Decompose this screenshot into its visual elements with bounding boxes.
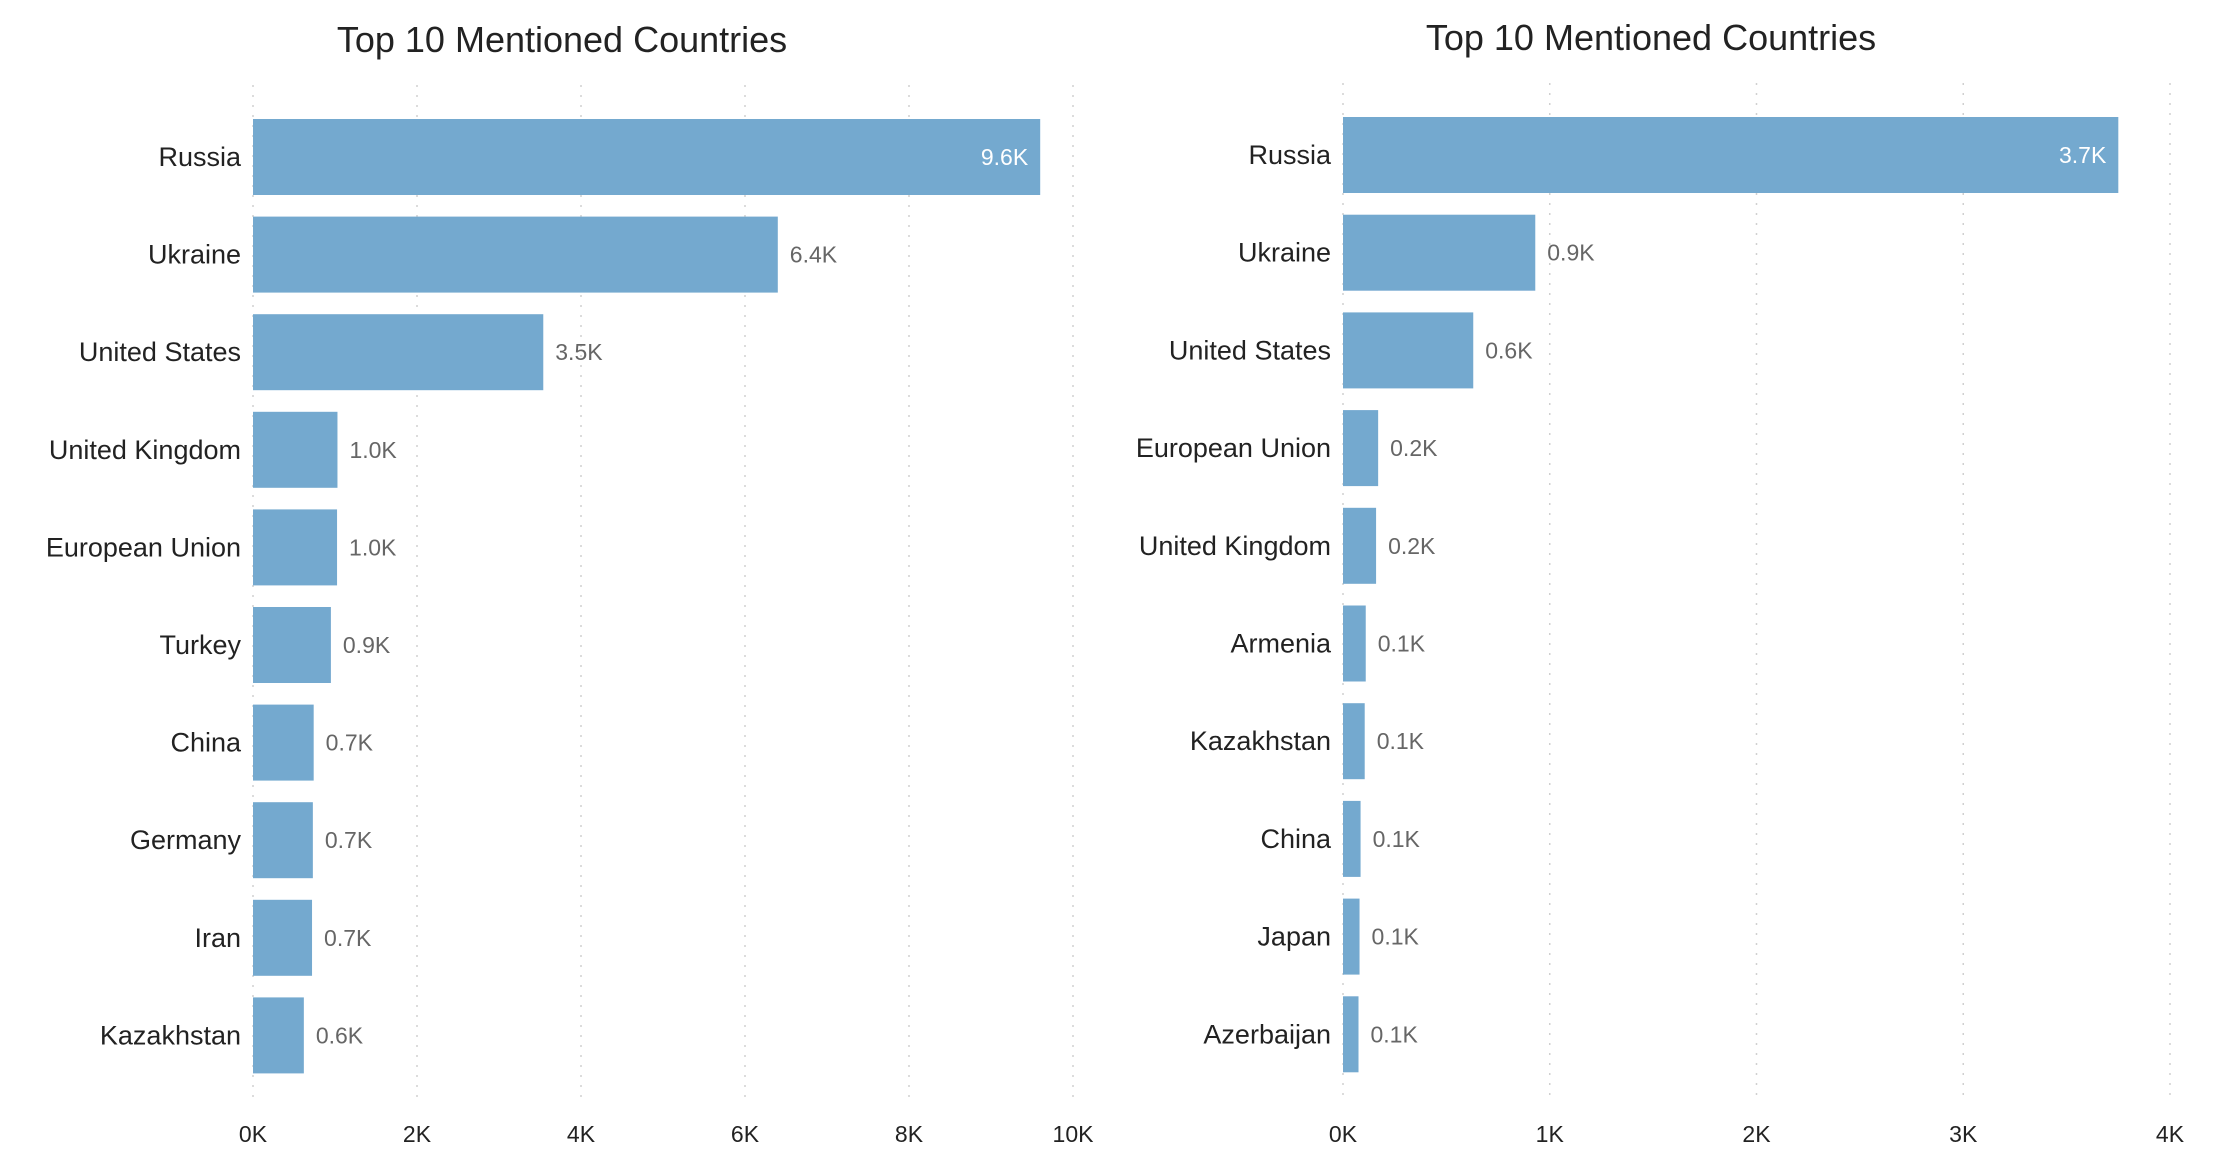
category-label: Russia <box>158 142 242 172</box>
bar <box>253 509 338 586</box>
data-label: 0.1K <box>1371 1021 1419 1047</box>
bar <box>1343 214 1536 291</box>
bar <box>1343 605 1366 682</box>
x-tick-label: 4K <box>2156 1121 2185 1147</box>
x-tick-label: 4K <box>567 1121 596 1147</box>
x-tick-label: 2K <box>1742 1121 1771 1147</box>
data-label: 0.7K <box>326 730 374 756</box>
data-label: 0.1K <box>1372 924 1420 950</box>
category-label: United States <box>79 337 241 367</box>
x-tick-label: 3K <box>1949 1121 1978 1147</box>
category-label: Iran <box>194 923 241 953</box>
data-label: 3.7K <box>2059 142 2107 168</box>
bar <box>253 997 304 1074</box>
chart-title: Top 10 Mentioned Countries <box>337 19 787 60</box>
bar-chart-left: Top 10 Mentioned Countries 0K 2K 4K 6K 8K 10K… <box>46 19 1095 1147</box>
chart-panel-left: Top 10 Mentioned Countries 0K 2K 4K 6K 8K 10K… <box>46 19 1095 1147</box>
data-label: 0.2K <box>1390 435 1438 461</box>
x-tick-label: 8K <box>895 1121 924 1147</box>
category-label: United Kingdom <box>49 435 241 465</box>
category-label: Kazakhstan <box>1190 726 1331 756</box>
data-label: 1.0K <box>349 437 397 463</box>
bar <box>253 899 313 976</box>
category-label: Ukraine <box>148 240 241 270</box>
bar <box>253 704 314 781</box>
data-label: 0.7K <box>325 827 373 853</box>
data-label: 6.4K <box>790 242 838 268</box>
category-label: Kazakhstan <box>100 1020 241 1050</box>
category-label: United States <box>1169 335 1331 365</box>
bar <box>253 411 338 488</box>
category-label: China <box>170 728 242 758</box>
data-label: 0.6K <box>316 1022 364 1048</box>
bar <box>253 314 544 391</box>
bar <box>1343 507 1377 584</box>
x-tick-label: 10K <box>1053 1121 1095 1147</box>
category-label: Germany <box>130 825 242 855</box>
data-label: 0.1K <box>1373 826 1421 852</box>
chart-panel-right: Top 10 Mentioned Countries 0K 1K 2K 3K 4K Rus… <box>1118 0 2236 1168</box>
category-label: European Union <box>46 532 241 562</box>
category-label: Ukraine <box>1238 238 1331 268</box>
x-tick-label: 2K <box>403 1121 432 1147</box>
bar <box>253 119 1041 195</box>
x-tick-label: 0K <box>1329 1121 1358 1147</box>
bar <box>253 802 313 879</box>
category-label: United Kingdom <box>1139 531 1331 561</box>
bar-chart-right: Top 10 Mentioned Countries 0K 1K 2K 3K 4K Rus… <box>1136 17 2185 1147</box>
bar <box>253 216 778 293</box>
data-label: 0.7K <box>324 925 372 951</box>
bar <box>1343 800 1361 877</box>
data-label: 0.6K <box>1485 337 1533 363</box>
x-tick-label: 0K <box>239 1121 268 1147</box>
data-label: 0.1K <box>1377 728 1425 754</box>
bar <box>1343 312 1474 389</box>
category-label: Turkey <box>159 630 241 660</box>
x-tick-label: 6K <box>731 1121 760 1147</box>
category-label: China <box>1260 824 1332 854</box>
category-label: Japan <box>1257 922 1331 952</box>
data-label: 9.6K <box>981 144 1029 170</box>
data-label: 0.2K <box>1388 533 1436 559</box>
x-tick-label: 1K <box>1536 1121 1565 1147</box>
data-label: 0.1K <box>1378 631 1426 657</box>
bar <box>1343 996 1359 1073</box>
category-label: Armenia <box>1230 629 1332 659</box>
bar <box>1343 117 2119 193</box>
category-label: European Union <box>1136 433 1331 463</box>
data-label: 3.5K <box>555 339 603 365</box>
bar <box>1343 703 1365 780</box>
bar <box>253 607 331 683</box>
chart-title: Top 10 Mentioned Countries <box>1426 17 1876 58</box>
category-label: Russia <box>1248 140 1332 170</box>
bar <box>1343 410 1379 487</box>
data-label: 0.9K <box>1547 240 1595 266</box>
data-label: 1.0K <box>349 534 397 560</box>
category-label: Azerbaijan <box>1203 1019 1331 1049</box>
data-label: 0.9K <box>343 632 391 658</box>
bar <box>1343 898 1360 975</box>
